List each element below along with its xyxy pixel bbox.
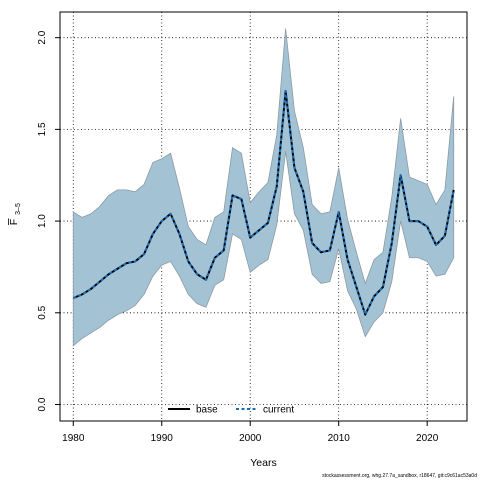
x-tick-label: 1990 — [151, 433, 174, 444]
footer-source-text: stockassessment.org, whg.27.7a_sandbox, … — [322, 473, 477, 479]
series-line-base — [72, 89, 455, 316]
x-tick-label: 1980 — [62, 433, 85, 444]
y-tick-label: 1.5 — [37, 122, 48, 136]
y-tick-label: 2.0 — [37, 30, 48, 44]
x-tick-label: 2000 — [239, 433, 262, 444]
legend-label-base: base — [196, 405, 218, 416]
x-tick-label: 2010 — [328, 433, 351, 444]
plot-frame — [59, 11, 468, 422]
legend-label-current: current — [263, 405, 294, 416]
y-axis-title: F 3–5 — [8, 203, 22, 225]
y-axis-title-subscript: 3–5 — [15, 203, 22, 215]
y-axis-title-main: F — [8, 219, 20, 225]
confidence-band — [72, 28, 455, 347]
y-tick-label: 0.5 — [37, 305, 48, 319]
legend: base current — [168, 405, 294, 416]
series-layer — [72, 89, 455, 316]
y-tick-label: 1.0 — [37, 214, 48, 228]
x-tick-label: 2020 — [416, 433, 439, 444]
axes: 1980 1990 2000 2010 2020 0.0 0.5 1.0 1.5 2.0 — [37, 30, 439, 444]
confidence-band-layer — [72, 28, 455, 347]
x-axis-title: Years — [250, 457, 276, 469]
y-tick-label: 0.0 — [37, 397, 48, 411]
